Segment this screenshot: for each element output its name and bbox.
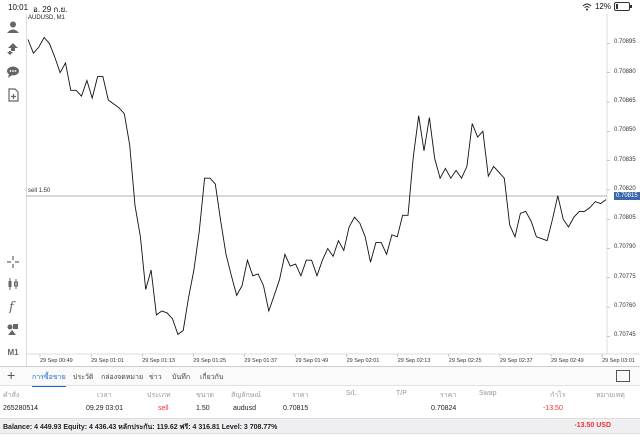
order-current-price: 0.70824 <box>431 405 457 412</box>
price-line <box>27 36 607 336</box>
chart-symbol: AUDUSD, M1 <box>28 15 66 21</box>
crosshair-icon[interactable] <box>4 253 22 271</box>
col-profit: กำไร <box>550 392 566 399</box>
col-current-price: ราคา <box>440 392 457 399</box>
tab-about[interactable]: เกี่ยวกับ <box>200 374 224 381</box>
total-profit: -13.50 USD <box>574 422 611 429</box>
battery-icon <box>614 2 632 11</box>
time-axis-label: 29 Sep 02:49 <box>551 358 584 364</box>
status-right: 12% <box>582 2 632 11</box>
status-date: อ. 29 ก.ย. <box>33 5 68 14</box>
price-axis-label: 0.70805 <box>614 215 636 222</box>
order-open-price: 0.70815 <box>283 405 309 412</box>
price-axis-label: 0.70865 <box>614 97 636 104</box>
time-axis-label: 29 Sep 01:37 <box>244 358 278 364</box>
col-size: ขนาด <box>196 392 215 399</box>
col-comment: หมายเหตุ <box>596 392 625 399</box>
col-sl: S/L <box>346 390 357 397</box>
col-type: ประเภท <box>147 392 171 399</box>
time-axis-label: 29 Sep 00:49 <box>40 358 73 364</box>
price-axis-label: 0.70790 <box>614 244 636 251</box>
price-axis-label: 0.70835 <box>614 156 636 163</box>
order-time: 09.29 03:01 <box>86 405 123 412</box>
time-axis-label: 29 Sep 02:01 <box>346 358 380 364</box>
terminal-tab-bar: + การซื้อขาย ประวัติ กล่องจดหมาย ข่าว บั… <box>0 366 640 387</box>
svg-text:f: f <box>8 300 16 313</box>
tab-history[interactable]: ประวัติ <box>73 374 94 381</box>
objects-icon[interactable] <box>4 320 22 338</box>
price-axis-label: 0.70760 <box>614 303 636 310</box>
time-axis-label: 29 Sep 01:01 <box>91 358 124 364</box>
new-order-button[interactable]: + <box>7 367 16 383</box>
chart-toolbar: f M1 <box>0 14 27 366</box>
time-axis-label: 29 Sep 03:01 <box>602 358 635 364</box>
tab-news[interactable]: ข่าว <box>149 374 162 381</box>
price-axis-label: 0.70895 <box>614 39 636 46</box>
new-document-icon[interactable] <box>4 86 22 104</box>
chat-icon[interactable] <box>4 63 22 81</box>
candlestick-icon[interactable] <box>4 275 22 293</box>
indicators-icon[interactable]: f <box>4 297 22 315</box>
status-time: 10:01 <box>8 3 29 12</box>
price-axis-label: 0.70745 <box>614 332 636 339</box>
order-size: 1.50 <box>196 405 210 412</box>
tab-trade[interactable]: การซื้อขาย <box>32 374 66 387</box>
col-time: เวลา <box>97 392 112 399</box>
sell-order-label: sell 1.50 <box>28 188 51 194</box>
status-bar: 10:01 อ. 29 ก.ย. 12% <box>0 0 640 14</box>
col-symbol: สัญลักษณ์ <box>231 392 261 399</box>
trade-arrows-icon[interactable] <box>4 40 22 58</box>
col-swap: Swap <box>479 390 497 397</box>
wifi-icon <box>582 3 592 10</box>
price-chart[interactable]: AUDUSD, M1 sell 1.50 0.70895 0.70880 0.708… <box>26 14 640 366</box>
tab-mailbox[interactable]: กล่องจดหมาย <box>101 374 144 381</box>
order-symbol: audusd <box>233 405 256 412</box>
price-axis-label: 0.70850 <box>614 127 636 134</box>
time-axis-label: 29 Sep 02:37 <box>499 358 533 364</box>
price-axis-label: 0.70820 <box>614 185 636 192</box>
order-id: 265280514 <box>3 405 39 412</box>
col-order: คำสั่ง <box>3 392 20 399</box>
time-axis-label: 29 Sep 02:25 <box>448 358 482 364</box>
balance-summary: Balance: 4 449.93 Equity: 4 436.43 หลักป… <box>3 424 278 431</box>
timeframe-m1-button[interactable]: M1 <box>7 347 19 357</box>
account-icon[interactable] <box>4 18 22 36</box>
col-price: ราคา <box>292 392 309 399</box>
order-type: sell <box>158 405 169 412</box>
time-axis-label: 29 Sep 01:25 <box>193 358 227 364</box>
balance-bar: Balance: 4 449.93 Equity: 4 436.43 หลักป… <box>0 418 640 434</box>
time-axis-label: 29 Sep 01:49 <box>295 358 329 364</box>
layout-icon[interactable] <box>616 370 630 382</box>
time-axis-label: 29 Sep 02:13 <box>397 358 431 364</box>
tab-journal[interactable]: บันทึก <box>172 374 191 381</box>
current-price-tag: 0.70815 <box>614 192 640 200</box>
price-axis-label: 0.70775 <box>614 273 636 280</box>
col-tp: T/P <box>396 390 407 397</box>
order-profit: -13.50 <box>543 405 563 412</box>
chart-canvas[interactable] <box>26 14 640 366</box>
battery-percent: 12% <box>594 2 611 11</box>
time-axis-label: 29 Sep 01:13 <box>142 358 175 364</box>
price-axis-label: 0.70880 <box>614 68 636 75</box>
